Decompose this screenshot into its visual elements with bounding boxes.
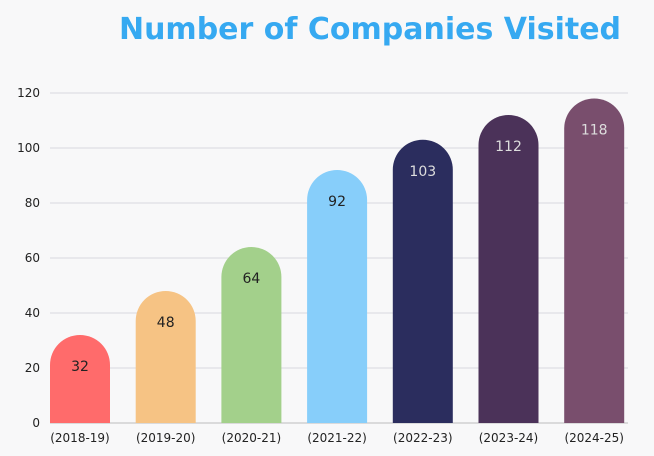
y-tick-label: 80	[25, 196, 40, 210]
bar	[50, 335, 110, 423]
x-tick-label: (2022-23)	[393, 431, 453, 445]
y-tick-label: 40	[25, 306, 40, 320]
x-tick-label: (2021-22)	[307, 431, 367, 445]
bar	[307, 170, 368, 423]
bar	[392, 139, 453, 424]
y-tick-label: 100	[17, 141, 40, 155]
bar-value-label: 48	[157, 315, 175, 331]
x-tick-label: (2020-21)	[222, 431, 282, 445]
y-tick-label: 0	[32, 416, 40, 430]
bar	[478, 115, 539, 424]
x-tick-label: (2019-20)	[136, 431, 196, 445]
bar-value-label: 118	[581, 123, 608, 139]
x-tick-label: (2023-24)	[479, 431, 539, 445]
chart-title: Number of Companies Visited	[118, 12, 622, 47]
bar-value-label: 64	[242, 271, 260, 287]
bar-value-label: 103	[409, 164, 436, 180]
bar	[221, 247, 282, 423]
bar-value-label: 92	[328, 194, 346, 210]
x-tick-label: (2018-19)	[50, 431, 110, 445]
bar	[135, 291, 196, 423]
bar-value-label: 112	[495, 139, 522, 155]
y-tick-label: 60	[25, 251, 40, 265]
bar-value-label: 32	[71, 359, 89, 375]
x-tick-label: (2024-25)	[564, 431, 624, 445]
y-tick-label: 20	[25, 361, 40, 375]
y-tick-label: 120	[17, 86, 40, 100]
bar	[564, 98, 625, 424]
